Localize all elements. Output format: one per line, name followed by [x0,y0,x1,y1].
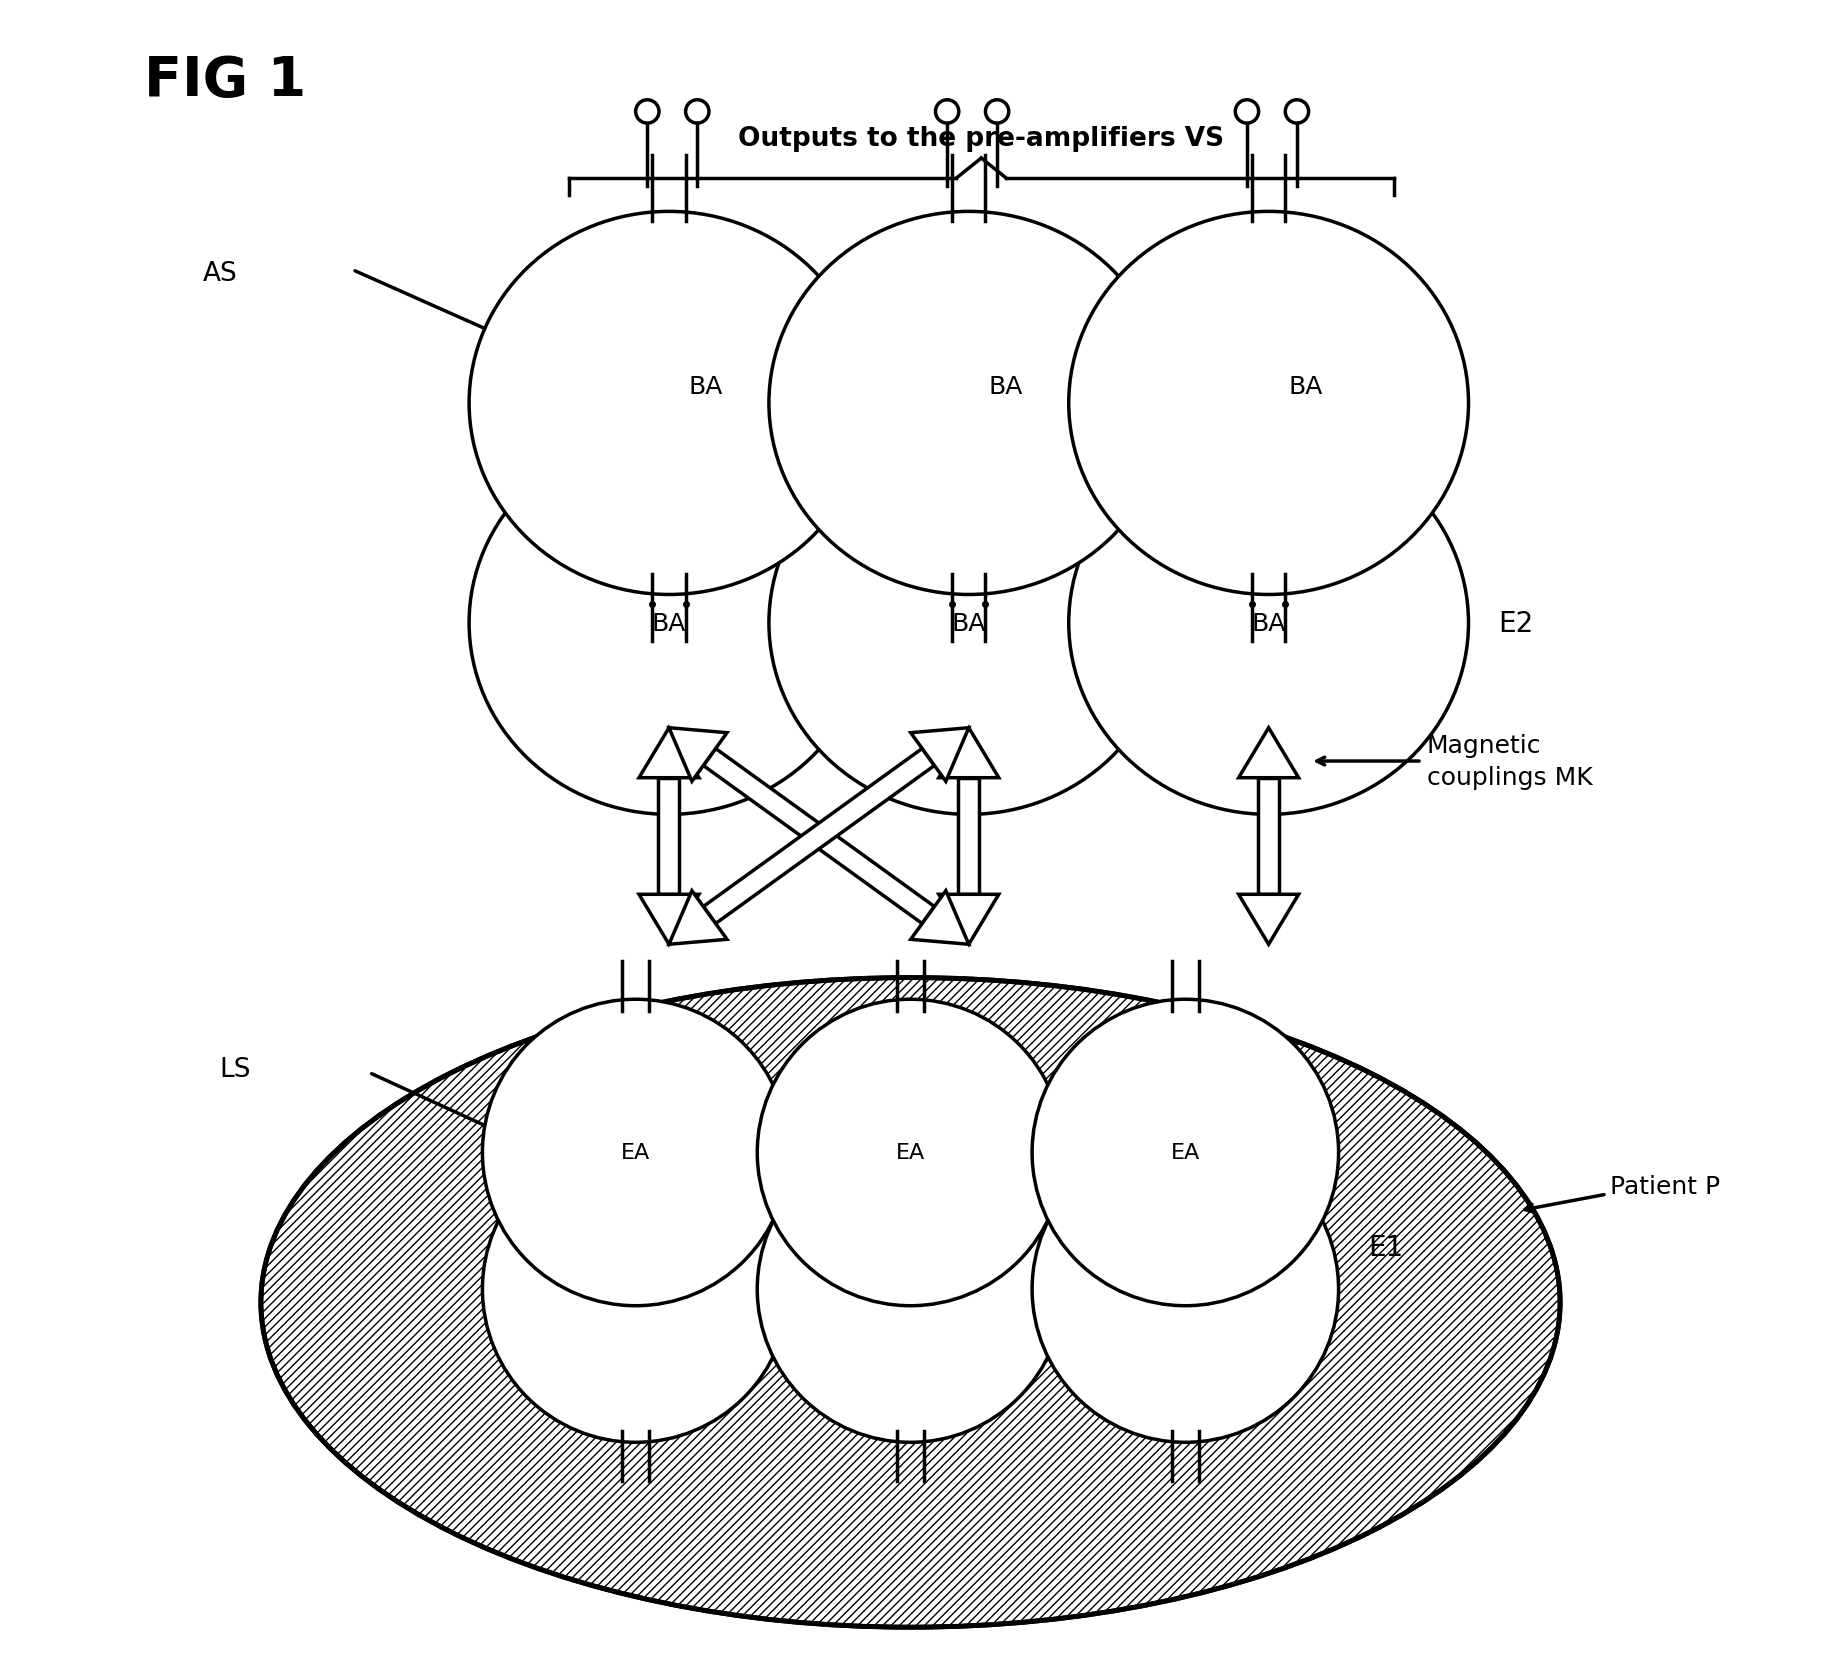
Polygon shape [1258,778,1278,895]
Text: EA: EA [896,1280,925,1300]
Text: EA: EA [896,1143,925,1163]
Text: EA: EA [621,1280,650,1300]
Polygon shape [668,728,727,781]
Text: LS: LS [219,1057,251,1082]
Ellipse shape [1069,212,1468,596]
Ellipse shape [1069,432,1468,815]
Text: EA: EA [1171,1143,1200,1163]
Text: BA: BA [989,375,1023,400]
Text: BA: BA [1287,375,1322,400]
Text: EA: EA [621,1143,650,1163]
Polygon shape [910,728,969,781]
Polygon shape [940,895,998,945]
Polygon shape [639,895,699,945]
Text: EA: EA [1171,1280,1200,1300]
Text: Magnetic
couplings MK: Magnetic couplings MK [1428,734,1593,790]
Polygon shape [940,728,998,778]
Polygon shape [703,750,934,923]
Text: Patient P: Patient P [1610,1174,1721,1198]
Polygon shape [639,728,699,778]
Polygon shape [703,750,934,923]
Ellipse shape [758,1000,1063,1307]
Polygon shape [668,892,727,945]
Polygon shape [958,778,980,895]
Ellipse shape [470,432,869,815]
Text: BA: BA [652,611,687,636]
Ellipse shape [260,979,1561,1628]
Text: BA: BA [1251,611,1286,636]
Ellipse shape [768,432,1169,815]
Ellipse shape [1033,1136,1338,1442]
Ellipse shape [470,212,869,596]
Ellipse shape [758,1136,1063,1442]
Ellipse shape [483,1000,788,1307]
Polygon shape [659,778,679,895]
Text: Outputs to the pre-amplifiers VS: Outputs to the pre-amplifiers VS [738,127,1224,152]
Polygon shape [1238,895,1298,945]
Polygon shape [910,892,969,945]
Ellipse shape [1033,1000,1338,1307]
Text: BA: BA [688,375,723,400]
Text: E1: E1 [1369,1233,1404,1261]
Ellipse shape [483,1136,788,1442]
Text: E2: E2 [1499,609,1533,637]
Text: BA: BA [952,611,985,636]
Polygon shape [1238,728,1298,778]
Ellipse shape [768,212,1169,596]
Text: FIG 1: FIG 1 [144,54,306,109]
Text: AS: AS [202,261,237,286]
